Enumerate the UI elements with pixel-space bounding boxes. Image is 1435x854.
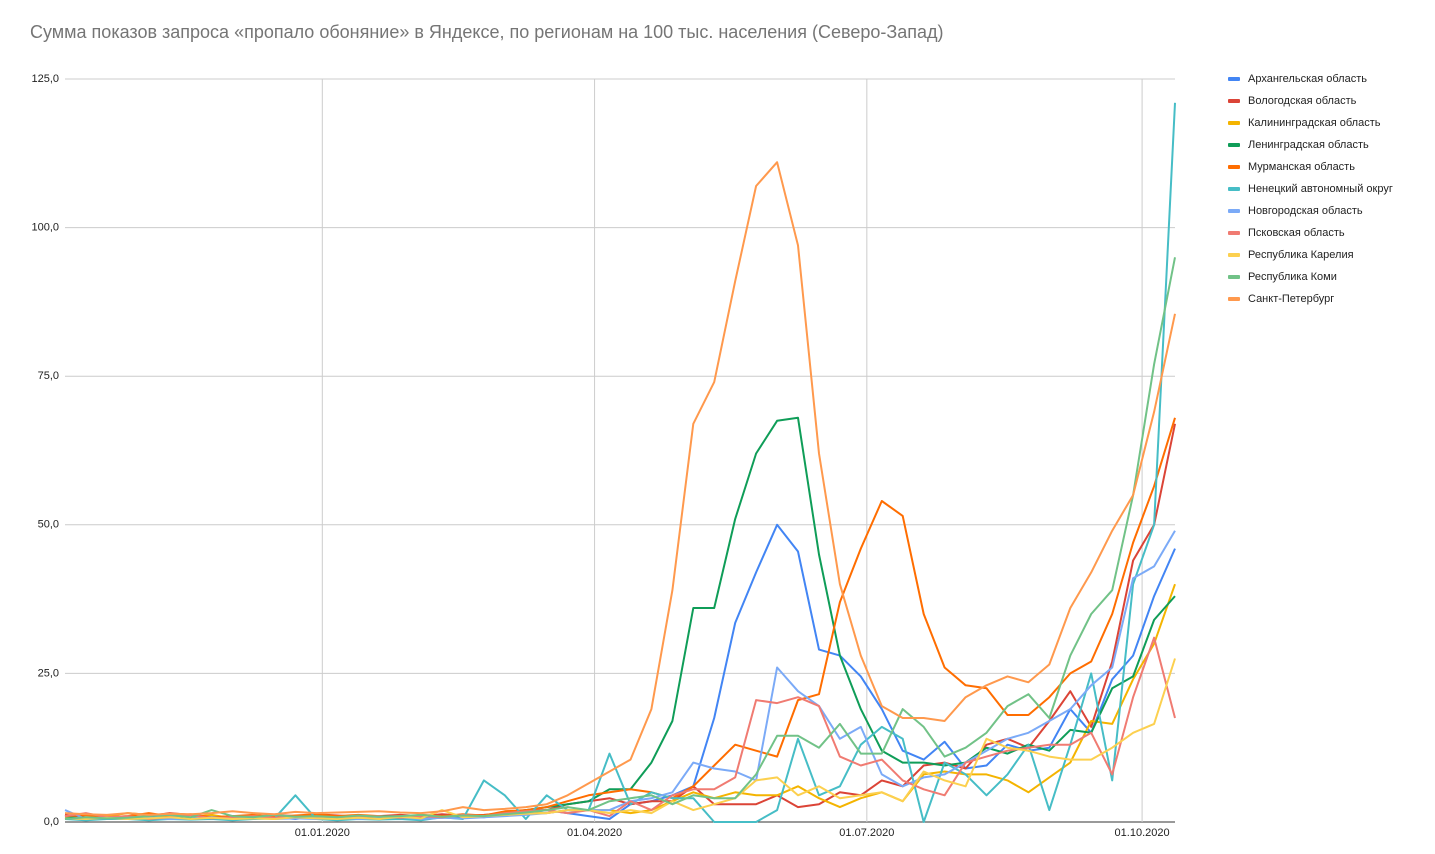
y-tick-label: 0,0 — [44, 816, 59, 828]
chart-title: Сумма показов запроса «пропало обоняние»… — [30, 22, 944, 42]
legend-label: Ленинградская область — [1248, 139, 1369, 151]
legend-label: Архангельская область — [1248, 73, 1367, 85]
series-line — [64, 257, 1176, 820]
y-tick-label: 25,0 — [38, 667, 59, 679]
legend-swatch — [1228, 187, 1240, 191]
legend-label: Новгородская область — [1248, 205, 1363, 217]
legend-swatch — [1228, 297, 1240, 301]
legend-label: Мурманская область — [1248, 161, 1355, 173]
legend-label: Ненецкий автономный округ — [1248, 183, 1393, 195]
legend-label: Санкт-Петербург — [1248, 293, 1334, 305]
legend-swatch — [1228, 77, 1240, 81]
legend-label: Вологодская область — [1248, 95, 1357, 107]
series-line — [64, 161, 1176, 816]
legend-label: Республика Коми — [1248, 271, 1337, 283]
series-line — [64, 523, 1176, 820]
legend-label: Республика Карелия — [1248, 249, 1354, 261]
legend-swatch — [1228, 209, 1240, 213]
x-tick-label: 01.04.2020 — [567, 827, 622, 839]
legend-swatch — [1228, 121, 1240, 125]
legend-label: Калининградская область — [1248, 117, 1381, 129]
legend-swatch — [1228, 231, 1240, 235]
y-tick-label: 125,0 — [31, 73, 59, 85]
legend-swatch — [1228, 99, 1240, 103]
legend-swatch — [1228, 253, 1240, 257]
series-line — [64, 658, 1176, 820]
series-line — [64, 416, 1176, 820]
legend-label: Псковская область — [1248, 227, 1345, 239]
legend-swatch — [1228, 275, 1240, 279]
y-tick-label: 100,0 — [31, 222, 59, 234]
y-tick-label: 75,0 — [38, 370, 59, 382]
legend-swatch — [1228, 143, 1240, 147]
x-tick-label: 01.10.2020 — [1115, 827, 1170, 839]
series-line — [64, 583, 1176, 820]
series-line — [64, 423, 1176, 819]
y-tick-label: 50,0 — [38, 519, 59, 531]
x-tick-label: 01.01.2020 — [295, 827, 350, 839]
x-tick-label: 01.07.2020 — [839, 827, 894, 839]
series-line — [64, 530, 1176, 820]
series-line — [64, 417, 1176, 819]
legend-swatch — [1228, 165, 1240, 169]
